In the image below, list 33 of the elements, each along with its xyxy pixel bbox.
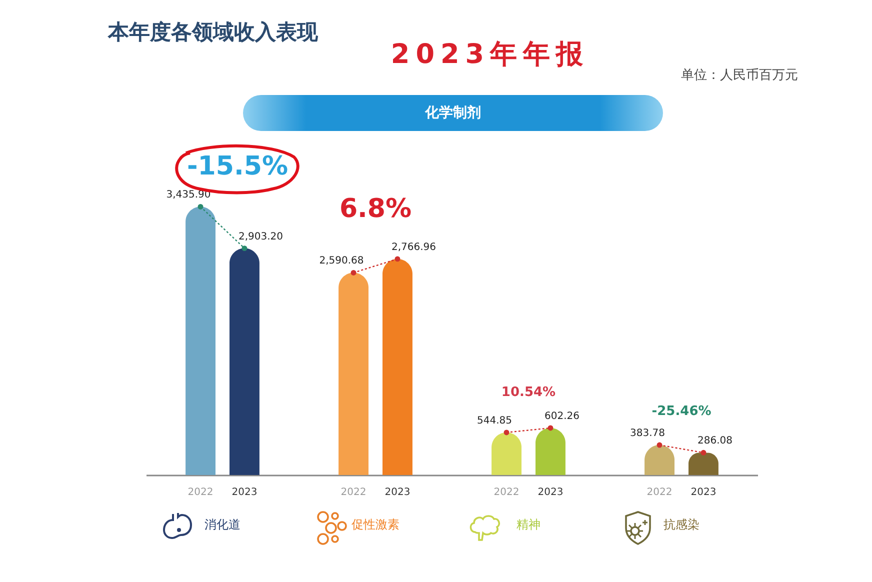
x-tick-label: 促性激素 xyxy=(352,518,400,532)
bar xyxy=(535,428,566,475)
text: 2022 xyxy=(340,487,366,498)
bar xyxy=(229,248,260,475)
x-tick-label: 精神 xyxy=(516,518,540,532)
text: 2023 xyxy=(690,487,716,498)
data-label: 602.26 xyxy=(544,410,580,422)
text: 单位：人民币百万元 xyxy=(681,67,798,84)
x-tick-label: 消化道 xyxy=(204,518,240,532)
bar xyxy=(382,258,412,475)
text: 2023 xyxy=(538,487,564,498)
series-label: 2022 xyxy=(188,487,214,498)
annotation: -25.46% xyxy=(652,404,712,420)
data-label: 286.08 xyxy=(697,436,732,447)
heading-pill: 化学制剂 xyxy=(243,95,663,131)
series-label: 2023 xyxy=(232,487,258,498)
bar xyxy=(338,272,369,475)
chart-title: 本年度各领域收入表现 xyxy=(108,19,318,46)
text: 2022 xyxy=(646,487,672,498)
bar xyxy=(186,206,216,475)
text: 2023 xyxy=(384,487,410,498)
text: -15.5% xyxy=(187,152,288,182)
chart-subtitle: 2023年年报 xyxy=(390,38,590,72)
bar xyxy=(492,432,522,475)
annotation: 6.8% xyxy=(339,194,412,224)
data-label: 383.78 xyxy=(630,428,666,440)
data-label: 2,766.96 xyxy=(391,242,436,253)
data-label: 544.85 xyxy=(477,415,512,426)
data-label: 2,903.20 xyxy=(238,231,284,242)
x-tick-label: 抗感染 xyxy=(664,518,700,532)
text: 2022 xyxy=(494,487,520,498)
data-label: 2,590.68 xyxy=(319,256,364,267)
annotation: 10.54% xyxy=(501,384,556,400)
